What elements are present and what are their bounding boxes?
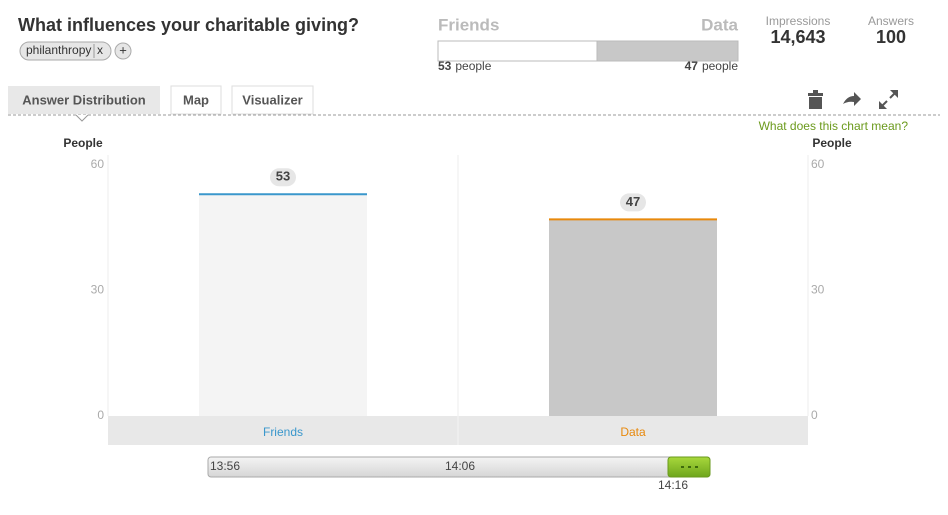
tab-label[interactable]: Visualizer xyxy=(242,92,302,107)
summary-count-number: 47 xyxy=(685,59,699,73)
value-label: 53 xyxy=(276,169,290,184)
tabs: Answer Distribution Map Visualizer xyxy=(8,85,314,115)
tag-label[interactable]: philanthropy xyxy=(26,43,91,57)
share-icon[interactable] xyxy=(843,92,861,106)
tag-pill[interactable] xyxy=(19,41,112,61)
tab[interactable] xyxy=(170,85,222,115)
tag-add[interactable]: + xyxy=(119,42,127,57)
bar xyxy=(199,194,367,416)
expand-icon[interactable] xyxy=(879,90,898,109)
stat-label: Answers xyxy=(868,14,914,28)
tag-add-button[interactable] xyxy=(114,42,132,60)
handle-grip xyxy=(681,466,698,468)
stat-label: Impressions xyxy=(766,14,831,28)
timeline-label: 14:06 xyxy=(445,459,475,473)
page-title: What influences your charitable giving? xyxy=(18,15,359,35)
trash-icon[interactable] xyxy=(808,90,823,109)
summary-count: 47 people xyxy=(685,59,739,73)
tab[interactable] xyxy=(8,86,160,114)
tab[interactable] xyxy=(231,85,314,115)
value-label: 47 xyxy=(626,194,640,209)
y-axis-title: People xyxy=(63,136,103,150)
timeline-label: 14:16 xyxy=(658,478,688,492)
tag-remove[interactable]: x xyxy=(97,43,103,57)
y2-tick-label: 0 xyxy=(811,408,818,422)
value-label-bubble xyxy=(270,168,296,187)
y-tick-label: 30 xyxy=(91,283,105,297)
bar xyxy=(549,219,717,416)
summary-segment xyxy=(437,40,598,62)
y-tick-label: 0 xyxy=(97,408,104,422)
tab-label[interactable]: Map xyxy=(183,92,209,107)
stat-value: 100 xyxy=(876,27,906,47)
summary-count-number: 53 xyxy=(438,59,452,73)
stat-value: 14,643 xyxy=(770,27,825,47)
x-tick-label[interactable]: Friends xyxy=(263,425,303,439)
timeline-label: 13:56 xyxy=(210,459,240,473)
y2-tick-label: 30 xyxy=(811,283,825,297)
summary-name: Data xyxy=(701,15,738,34)
y-tick-label: 60 xyxy=(91,157,105,171)
summary-name: Friends xyxy=(438,15,499,34)
help-link[interactable]: What does this chart mean? xyxy=(759,119,909,133)
tab-pointer xyxy=(75,114,89,122)
y2-tick-label: 60 xyxy=(811,157,825,171)
value-label-bubble xyxy=(620,193,646,212)
y2-axis-title: People xyxy=(812,136,852,150)
tab-label[interactable]: Answer Distribution xyxy=(22,92,146,107)
summary-segment xyxy=(596,40,739,62)
summary-count: 53 people xyxy=(438,59,492,73)
timeline-labels: 13:56 14:06 14:16 xyxy=(210,459,688,492)
summary-count-unit: people xyxy=(455,59,491,73)
summary-count-unit: people xyxy=(702,59,738,73)
chart: 0 30 60 0 30 60 53 Friends 47 Data xyxy=(91,155,825,445)
x-tick-label[interactable]: Data xyxy=(620,425,646,439)
